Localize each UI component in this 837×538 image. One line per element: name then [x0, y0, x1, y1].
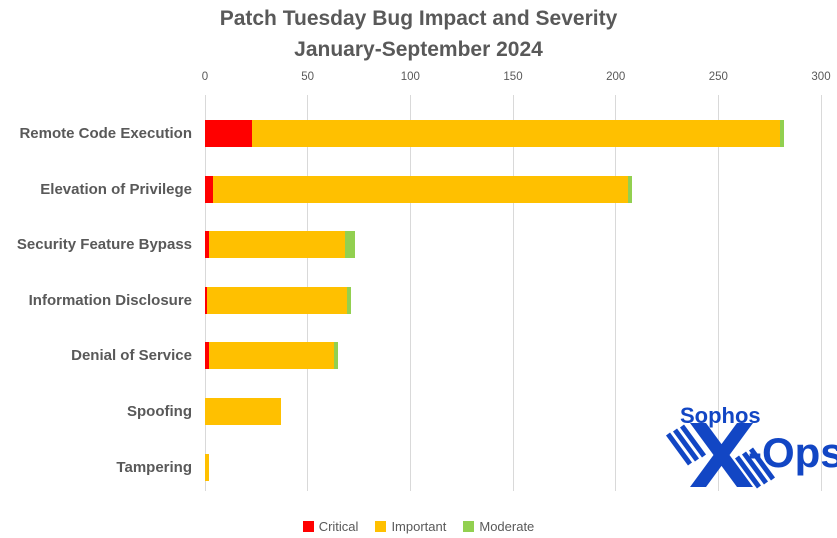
category-label-security-feature-bypass: Security Feature Bypass	[16, 236, 192, 254]
x-axis-tick-label: 300	[811, 71, 831, 83]
sophos-xops-logo-graphic: Sophos -Ops	[665, 403, 837, 489]
category-label-spoofing: Spoofing	[127, 403, 192, 420]
bar-segment-elevation-of-privilege-moderate	[627, 175, 633, 203]
bar-segment-information-disclosure-important	[207, 286, 347, 314]
x-axis-tick-label: 200	[606, 71, 626, 83]
logo-x-icon	[665, 423, 776, 489]
bar-segment-denial-of-service-critical	[205, 342, 210, 370]
legend-item-moderate: Moderate	[463, 519, 534, 534]
legend-label-moderate: Moderate	[479, 518, 535, 534]
gridline-200	[615, 95, 617, 491]
x-axis-tick-label: 150	[503, 71, 523, 83]
bar-segment-security-feature-bypass-moderate	[344, 231, 355, 259]
bar-segment-information-disclosure-critical	[205, 286, 208, 314]
category-label-tampering: Tampering	[116, 458, 192, 476]
bar-segment-denial-of-service-important	[209, 342, 335, 370]
legend-item-critical: Critical	[302, 518, 359, 534]
bar-segment-security-feature-bypass-important	[209, 231, 345, 259]
bar-segment-spoofing-important	[205, 398, 281, 425]
bar-segment-denial-of-service-moderate	[334, 342, 339, 370]
bar-segment-elevation-of-privilege-important	[213, 175, 628, 203]
gridline-250	[717, 95, 719, 491]
legend: Critical Important Moderate	[0, 518, 837, 534]
x-axis-tick-label: 250	[708, 71, 728, 83]
chart-title-line2: January-September 2024	[294, 38, 543, 61]
legend-swatch-critical	[302, 520, 314, 532]
category-label-remote-code-execution: Remote Code Execution	[19, 125, 192, 142]
legend-label-critical: Critical	[318, 518, 359, 534]
logo-ops-text: -Ops	[748, 429, 837, 476]
legend-label-important: Important	[391, 518, 447, 534]
chart-title-line1: Patch Tuesday Bug Impact and Severity	[219, 7, 618, 30]
bar-segment-remote-code-execution-important	[252, 120, 780, 147]
bar-segment-elevation-of-privilege-critical	[205, 175, 214, 203]
x-axis-tick-label: 50	[301, 71, 315, 83]
legend-swatch-important	[375, 520, 387, 532]
chart-title: Patch Tuesday Bug Impact and Severity Ja…	[0, 3, 837, 65]
bar-segment-information-disclosure-moderate	[346, 286, 351, 314]
category-label-denial-of-service: Denial of Service	[71, 347, 192, 365]
x-axis-tick-label: 0	[201, 71, 209, 83]
bar-segment-tampering-important	[205, 453, 210, 481]
gridline-100	[409, 95, 411, 491]
gridline-150	[512, 95, 514, 491]
bar-segment-remote-code-execution-critical	[205, 120, 253, 147]
category-label-elevation-of-privilege: Elevation of Privilege	[40, 180, 192, 198]
bar-segment-remote-code-execution-moderate	[779, 120, 785, 147]
sophos-xops-logo: Sophos -Ops	[660, 390, 837, 494]
legend-item-important: Important	[375, 519, 446, 534]
legend-swatch-moderate	[463, 520, 475, 532]
bar-segment-security-feature-bypass-critical	[205, 231, 210, 259]
gridline-300	[820, 95, 822, 491]
x-axis-tick-label: 100	[400, 71, 420, 83]
category-label-information-disclosure: Information Disclosure	[28, 291, 192, 309]
